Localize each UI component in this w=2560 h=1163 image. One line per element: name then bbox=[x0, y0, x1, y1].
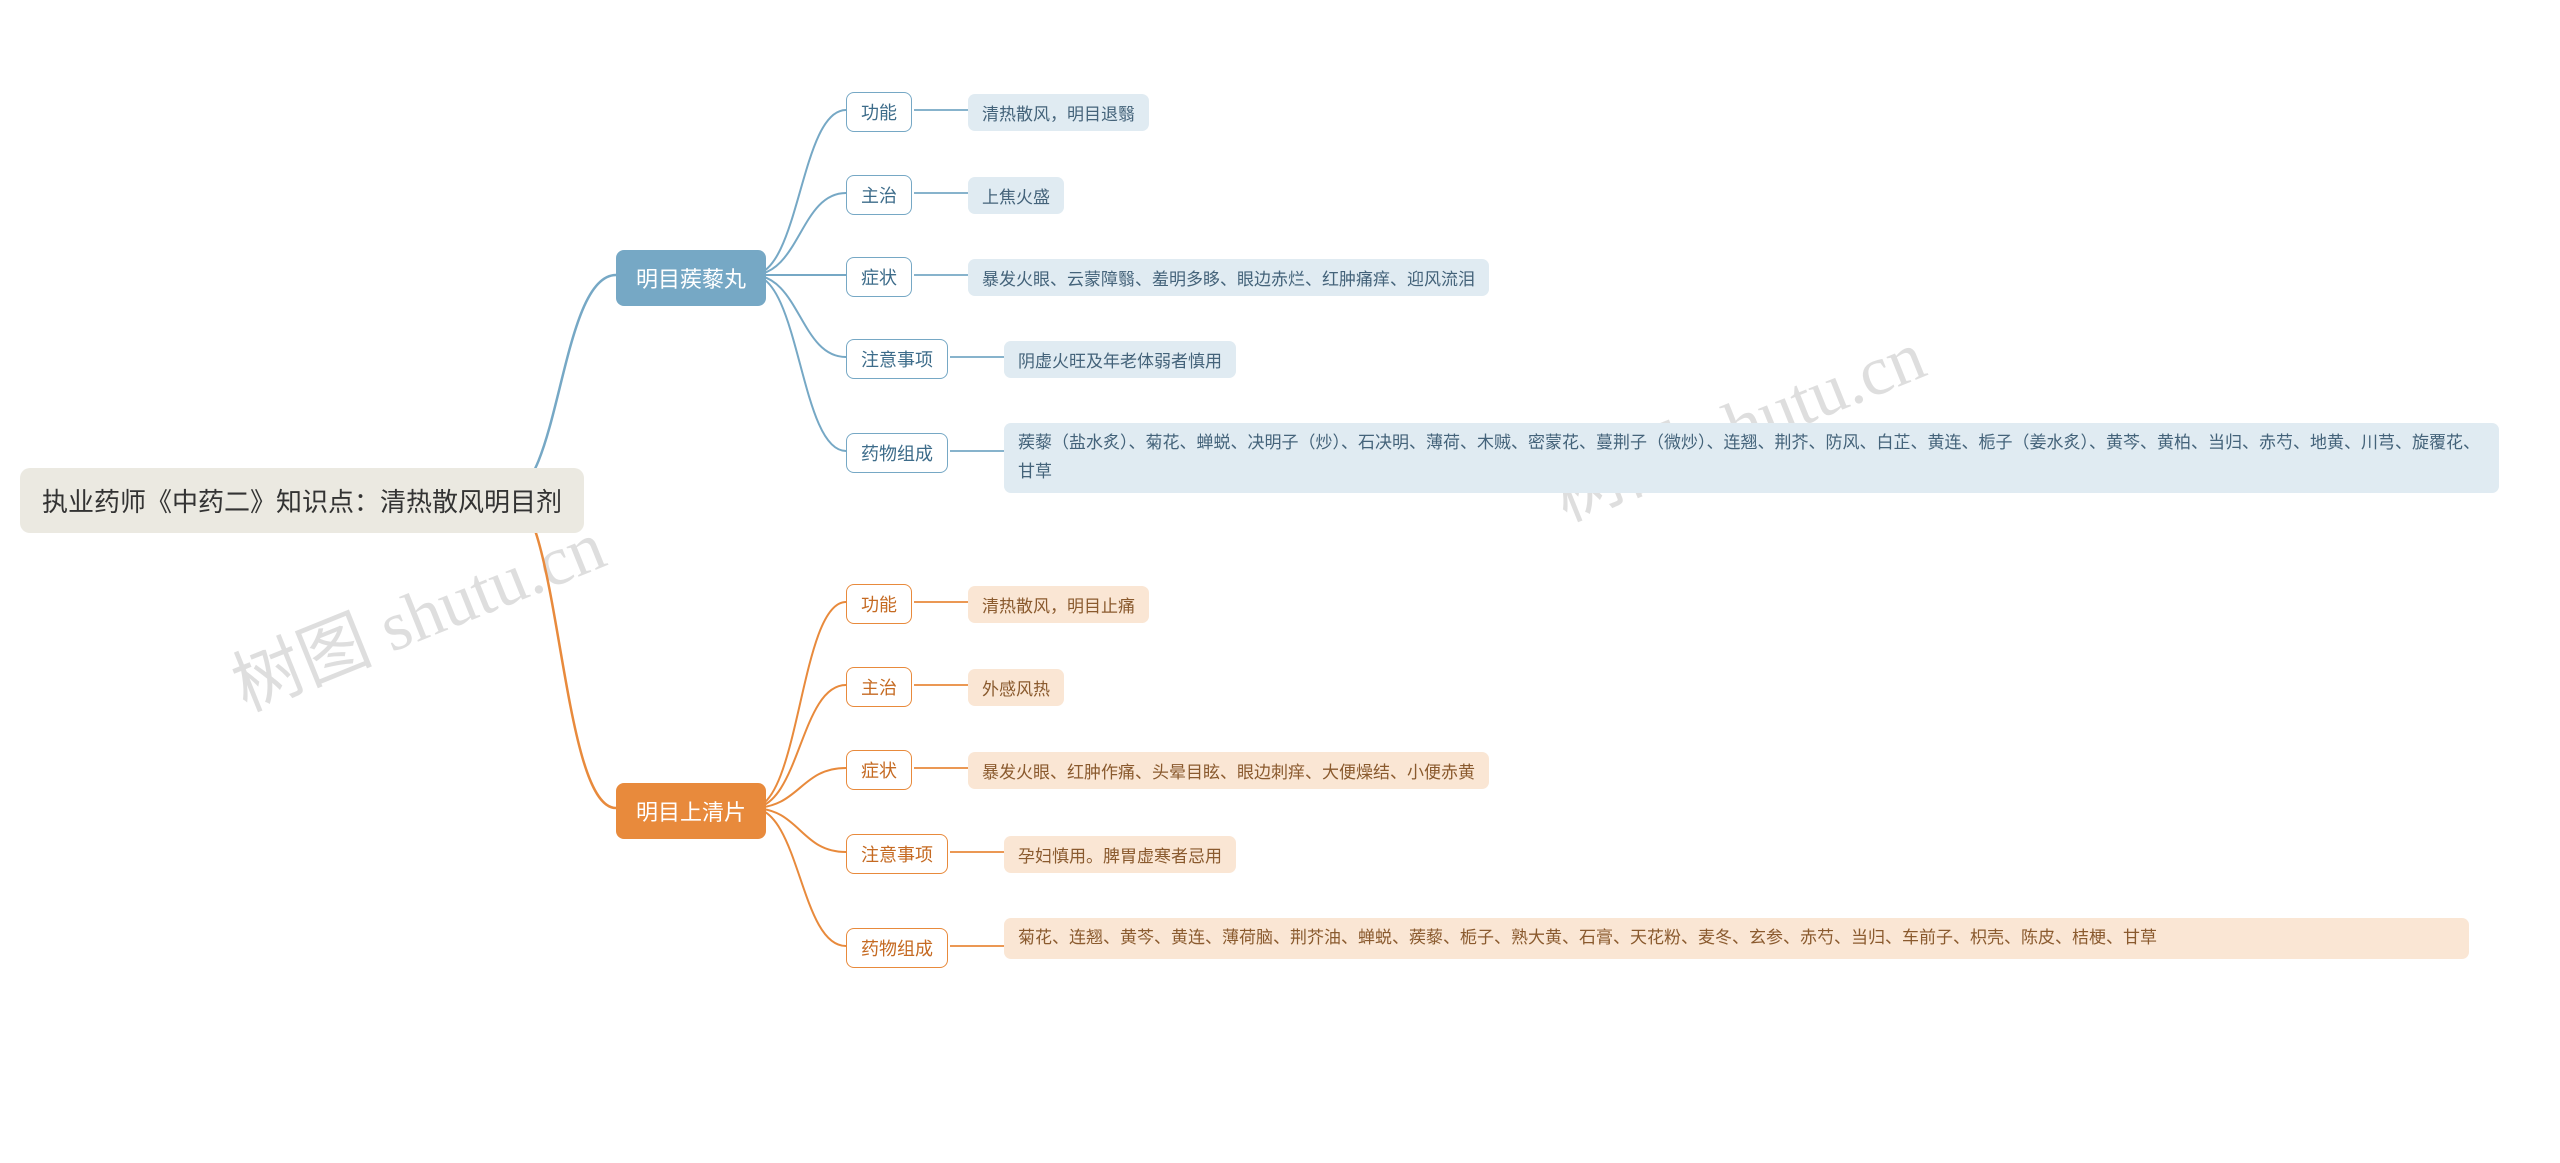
leaf-zhengzhuang-2: 暴发火眼、红肿作痛、头晕目眩、眼边刺痒、大便燥结、小便赤黄 bbox=[968, 752, 1489, 789]
cat-zhengzhuang-1: 症状 bbox=[846, 257, 912, 297]
leaf-yaowu-1: 蒺藜（盐水炙）、菊花、蝉蜕、决明子（炒）、石决明、薄荷、木贼、密蒙花、蔓荆子（微… bbox=[1004, 423, 2499, 493]
cat-zhuzhi-2: 主治 bbox=[846, 667, 912, 707]
branch-mingmu-shangqing-pian: 明目上清片 bbox=[616, 783, 766, 839]
connector-layer bbox=[0, 0, 2560, 1163]
branch-mingmu-jili-wan: 明目蒺藜丸 bbox=[616, 250, 766, 306]
watermark: 树图 shutu.cn bbox=[1535, 300, 1937, 541]
cat-zhuzhi-1: 主治 bbox=[846, 175, 912, 215]
leaf-gongneng-1: 清热散风，明目退翳 bbox=[968, 94, 1149, 131]
leaf-zhuzhi-2: 外感风热 bbox=[968, 669, 1064, 706]
cat-zhuyi-1: 注意事项 bbox=[846, 339, 948, 379]
leaf-zhuyi-2: 孕妇慎用。脾胃虚寒者忌用 bbox=[1004, 836, 1236, 873]
leaf-zhuzhi-1: 上焦火盛 bbox=[968, 177, 1064, 214]
leaf-zhengzhuang-1: 暴发火眼、云蒙障翳、羞明多眵、眼边赤烂、红肿痛痒、迎风流泪 bbox=[968, 259, 1489, 296]
root-node: 执业药师《中药二》知识点：清热散风明目剂 bbox=[20, 468, 584, 533]
cat-zhengzhuang-2: 症状 bbox=[846, 750, 912, 790]
cat-yaowu-2: 药物组成 bbox=[846, 928, 948, 968]
cat-zhuyi-2: 注意事项 bbox=[846, 834, 948, 874]
cat-yaowu-1: 药物组成 bbox=[846, 433, 948, 473]
leaf-yaowu-2: 菊花、连翘、黄芩、黄连、薄荷脑、荆芥油、蝉蜕、蒺藜、栀子、熟大黄、石膏、天花粉、… bbox=[1004, 918, 2469, 959]
cat-gongneng-2: 功能 bbox=[846, 584, 912, 624]
cat-gongneng-1: 功能 bbox=[846, 92, 912, 132]
leaf-zhuyi-1: 阴虚火旺及年老体弱者慎用 bbox=[1004, 341, 1236, 378]
leaf-gongneng-2: 清热散风，明目止痛 bbox=[968, 586, 1149, 623]
